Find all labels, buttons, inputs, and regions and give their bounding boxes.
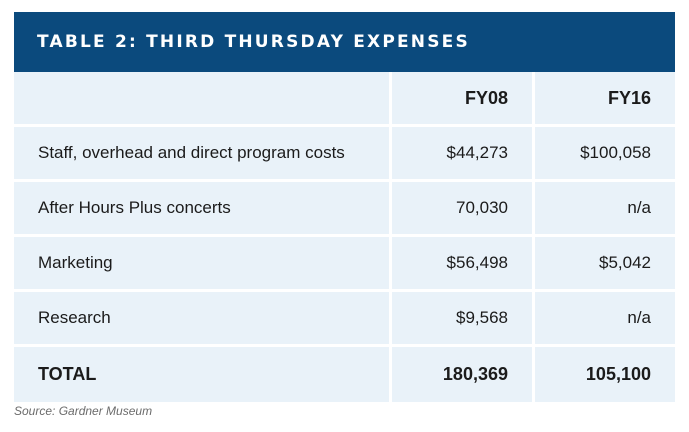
row-fy16: $5,042 bbox=[535, 237, 675, 289]
row-label: Staff, overhead and direct program costs bbox=[14, 127, 392, 179]
table-row: Research $9,568 n/a bbox=[14, 292, 675, 347]
table-title-bar: TABLE 2: THIRD THURSDAY EXPENSES bbox=[14, 12, 675, 72]
header-fy08: FY08 bbox=[392, 72, 535, 124]
table-total-row: TOTAL 180,369 105,100 bbox=[14, 347, 675, 402]
table-row: After Hours Plus concerts 70,030 n/a bbox=[14, 182, 675, 237]
row-fy16: n/a bbox=[535, 292, 675, 344]
table-header-row: FY08 FY16 bbox=[14, 72, 675, 127]
header-fy16: FY16 bbox=[535, 72, 675, 124]
row-fy08: $9,568 bbox=[392, 292, 535, 344]
total-fy08: 180,369 bbox=[392, 347, 535, 402]
table-row: Staff, overhead and direct program costs… bbox=[14, 127, 675, 182]
total-fy16: 105,100 bbox=[535, 347, 675, 402]
header-label-cell bbox=[14, 72, 392, 124]
row-label: Research bbox=[14, 292, 392, 344]
row-fy16: n/a bbox=[535, 182, 675, 234]
row-fy08: 70,030 bbox=[392, 182, 535, 234]
table-title: TABLE 2: THIRD THURSDAY EXPENSES bbox=[37, 32, 470, 52]
row-label: Marketing bbox=[14, 237, 392, 289]
row-label: After Hours Plus concerts bbox=[14, 182, 392, 234]
expenses-table: FY08 FY16 Staff, overhead and direct pro… bbox=[14, 72, 675, 402]
table-row: Marketing $56,498 $5,042 bbox=[14, 237, 675, 292]
row-fy08: $44,273 bbox=[392, 127, 535, 179]
source-note: Source: Gardner Museum bbox=[14, 404, 153, 418]
total-label: TOTAL bbox=[14, 347, 392, 402]
row-fy08: $56,498 bbox=[392, 237, 535, 289]
row-fy16: $100,058 bbox=[535, 127, 675, 179]
